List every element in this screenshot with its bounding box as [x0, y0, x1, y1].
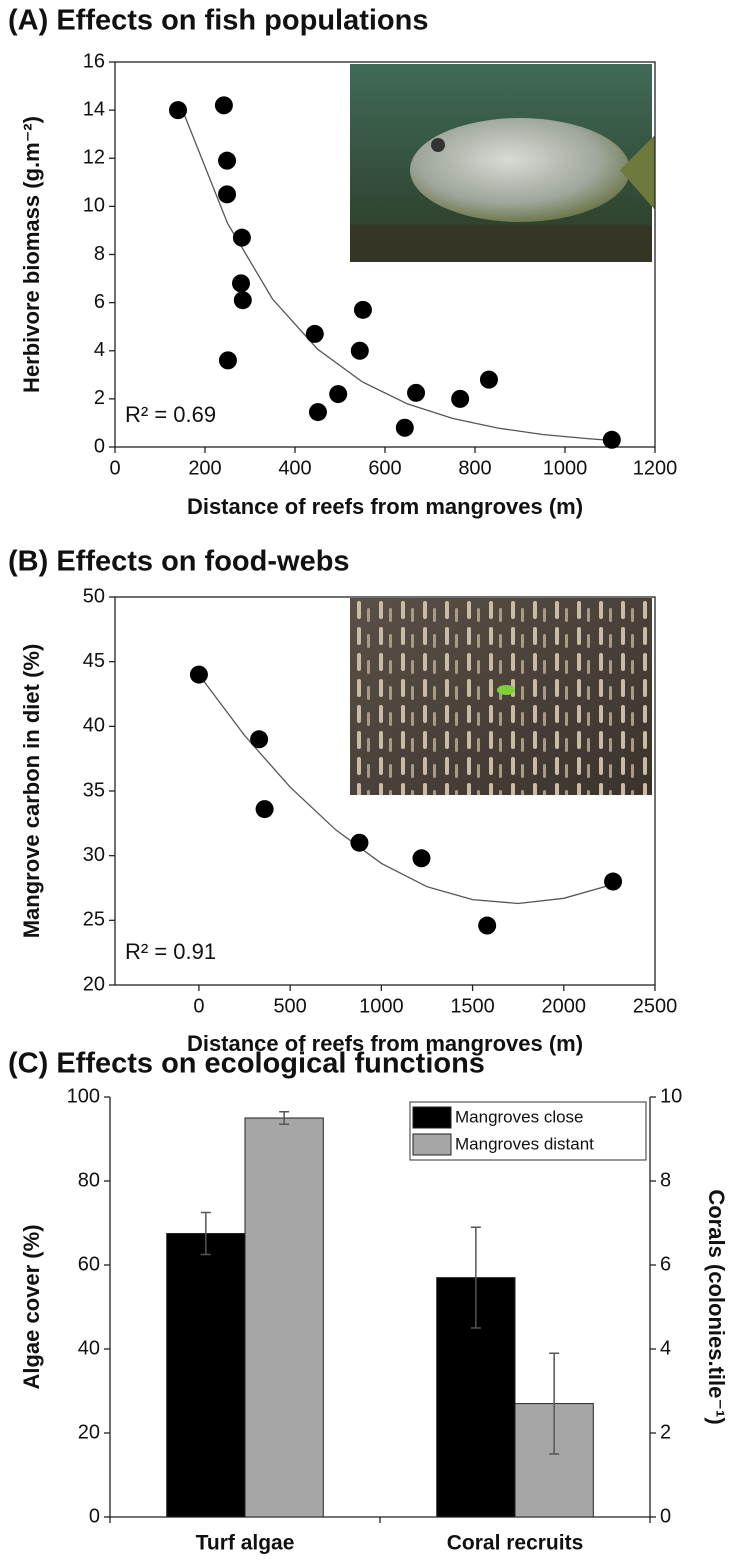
y2-tick-label: 6 [660, 1253, 671, 1275]
y-tick-label: 80 [78, 1169, 100, 1191]
y-tick-label: 0 [94, 435, 105, 457]
x-tick-label: 800 [458, 457, 491, 479]
bar [244, 1117, 324, 1518]
x-tick-label: 500 [273, 995, 306, 1017]
y-tick-label: 30 [83, 844, 105, 866]
data-point [353, 300, 372, 319]
x-tick-label: 600 [368, 457, 401, 479]
photo-fish [350, 64, 655, 262]
x-tick-label: 1000 [359, 995, 404, 1017]
data-point [308, 403, 327, 422]
r-squared: R² = 0.91 [125, 939, 216, 964]
chart-title: (A) Effects on fish populations [8, 5, 429, 37]
chart-title: (B) Effects on food-webs [8, 546, 350, 578]
x-tick-label: 200 [188, 457, 221, 479]
data-point [451, 389, 470, 408]
photo-mangrove [350, 598, 652, 795]
x-tick-label: 0 [193, 995, 204, 1017]
x-tick-label: 0 [109, 457, 120, 479]
y-tick-label: 0 [89, 1505, 100, 1527]
y-tick-label: 6 [94, 291, 105, 313]
data-point [602, 430, 621, 449]
data-point [479, 370, 498, 389]
data-point [232, 274, 250, 293]
error-bar [200, 1211, 211, 1256]
legend-swatch [412, 1106, 452, 1129]
data-point [169, 101, 187, 120]
r-squared: R² = 0.69 [125, 402, 216, 427]
data-point [407, 383, 426, 402]
data-point [255, 800, 274, 819]
plot-frame [114, 596, 656, 986]
y-tick-label: 10 [83, 195, 105, 217]
y2-axis-label: Corals (colonies.tile⁻¹) [704, 1189, 729, 1424]
y-tick-label: 20 [78, 1421, 100, 1443]
error-bar [549, 1352, 560, 1455]
legend-swatch [412, 1133, 452, 1156]
y-tick-label: 4 [94, 339, 105, 361]
y-tick-label: 2 [94, 387, 105, 409]
x-tick-label: 2500 [633, 995, 678, 1017]
y-tick-label: 40 [78, 1337, 100, 1359]
y-tick-label: 14 [83, 98, 105, 120]
x-tick-label: 1000 [543, 457, 588, 479]
y2-tick-label: 4 [660, 1337, 671, 1359]
legend-label: Mangroves close [455, 1107, 584, 1126]
data-point [329, 385, 348, 404]
trend-line [181, 109, 611, 441]
x-tick-label: 400 [278, 457, 311, 479]
data-point [232, 228, 251, 247]
data-point [218, 185, 237, 204]
y-tick-label: 50 [83, 585, 105, 607]
y-tick-label: 8 [94, 243, 105, 265]
y-tick-label: 100 [67, 1085, 100, 1107]
data-point [250, 730, 269, 749]
x-axis-label: Distance of reefs from mangroves (m) [187, 1031, 583, 1056]
data-point [350, 341, 369, 360]
x-tick-label: Turf algae [196, 1532, 295, 1555]
y-tick-label: 45 [83, 650, 105, 672]
error-bar [279, 1110, 290, 1126]
y2-tick-label: 0 [660, 1505, 671, 1527]
data-point [233, 291, 252, 310]
y2-tick-label: 2 [660, 1421, 671, 1443]
data-point [604, 872, 623, 891]
y-tick-label: 40 [83, 715, 105, 737]
y-axis-label: Mangrove carbon in diet (%) [19, 644, 44, 939]
x-axis-label: Distance of reefs from mangroves (m) [187, 494, 583, 519]
data-point [305, 324, 324, 343]
x-tick-label: 2000 [542, 995, 587, 1017]
y-axis-label: Algae cover (%) [19, 1224, 44, 1389]
x-tick-label: 1500 [450, 995, 495, 1017]
data-point [218, 151, 237, 170]
y2-tick-label: 8 [660, 1169, 671, 1191]
bar [166, 1233, 246, 1518]
x-tick-label: Coral recruits [447, 1532, 584, 1555]
trend-line [198, 674, 610, 905]
y-tick-label: 16 [83, 50, 105, 72]
data-point [189, 665, 208, 684]
y-tick-label: 35 [83, 779, 105, 801]
data-point [395, 418, 414, 437]
y-tick-label: 12 [83, 147, 105, 169]
y-tick-label: 60 [78, 1253, 100, 1275]
y2-tick-label: 10 [660, 1085, 682, 1107]
y-tick-label: 20 [83, 973, 105, 995]
y-tick-label: 25 [83, 909, 105, 931]
data-point [350, 833, 369, 852]
x-tick-label: 1200 [633, 457, 678, 479]
legend-label: Mangroves distant [455, 1134, 594, 1153]
error-bar [470, 1226, 481, 1329]
data-point [214, 96, 233, 115]
y-axis-label: Herbivore biomass (g.m⁻²) [19, 116, 44, 393]
data-point [412, 849, 431, 868]
data-point [478, 916, 497, 935]
chart-title: (C) Effects on ecological functions [8, 1048, 485, 1080]
data-point [218, 351, 237, 370]
